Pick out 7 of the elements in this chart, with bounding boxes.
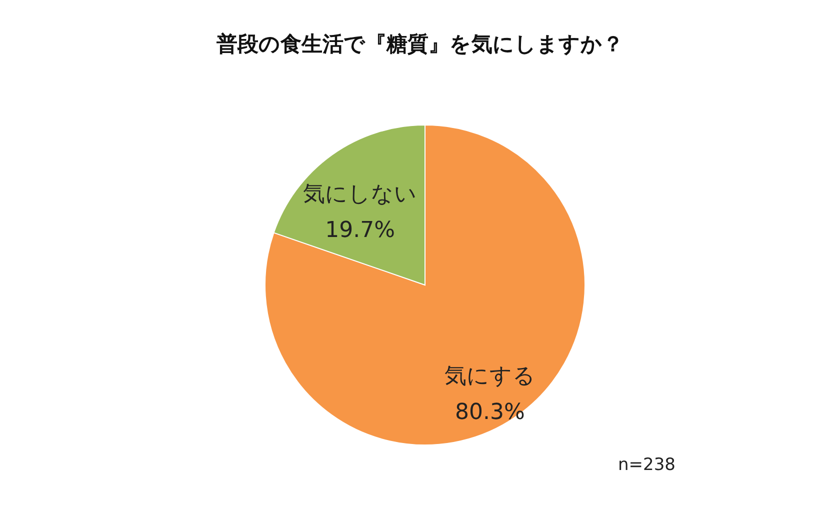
text: n=238: [618, 455, 676, 475]
pie-slice: [264, 124, 586, 446]
slice-label: 気にする: [444, 364, 536, 390]
data-label: 19.7%: [325, 218, 395, 243]
chart-title: 普段の食生活で『糖質』を気にしますか？: [216, 32, 624, 56]
slice-label: 気にしない: [303, 182, 418, 207]
data-label: 80.3%: [455, 400, 525, 426]
